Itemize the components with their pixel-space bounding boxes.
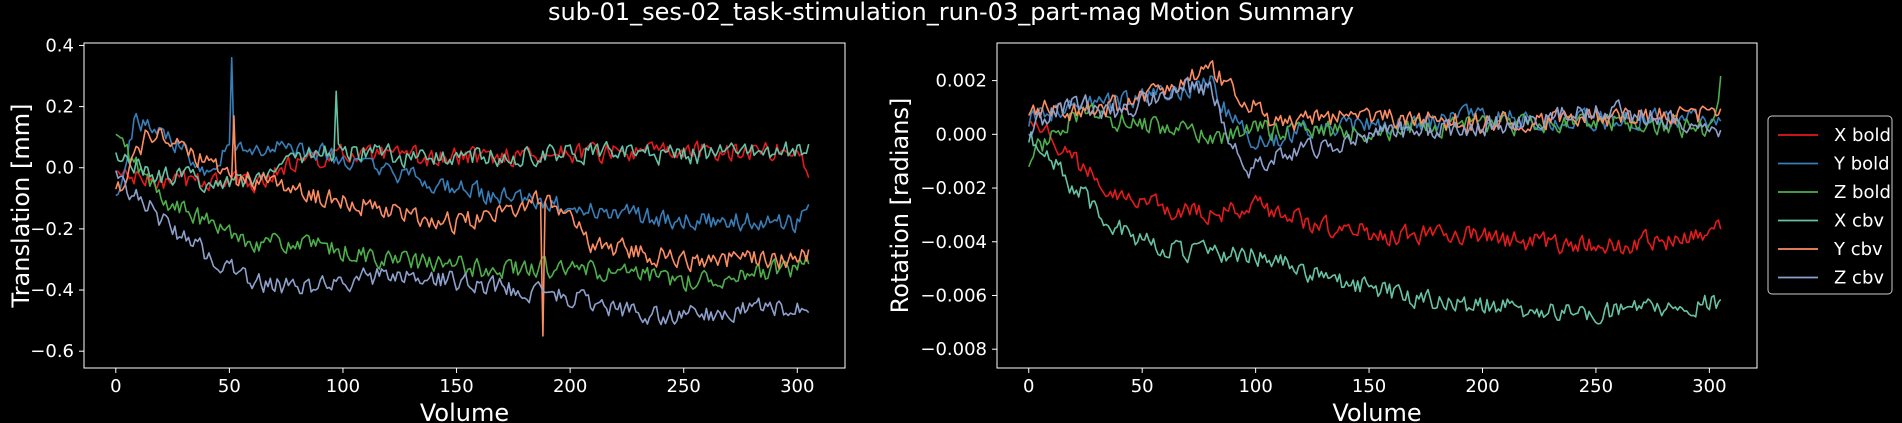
legend-label: Z cbv xyxy=(1834,268,1884,289)
series-line-x-cbv xyxy=(1028,131,1722,325)
x-tick-label: 300 xyxy=(1692,376,1726,397)
legend-label: X cbv xyxy=(1834,211,1884,232)
y-axis-label: Rotation [radians] xyxy=(886,98,914,314)
series-line-y-cbv xyxy=(115,115,810,337)
series-line-z-cbv xyxy=(1028,76,1722,179)
series-line-y-cbv xyxy=(1028,60,1722,134)
series-line-y-bold xyxy=(1028,75,1722,150)
plot-frame xyxy=(996,42,1758,369)
y-tick-label: −0.008 xyxy=(920,339,987,360)
series-line-z-cbv xyxy=(115,170,810,326)
plot-frame xyxy=(83,42,846,369)
x-tick-label: 0 xyxy=(1023,376,1034,397)
x-tick-label: 0 xyxy=(110,376,121,397)
legend-label: Z bold xyxy=(1834,182,1891,203)
series-line-x-bold xyxy=(1028,120,1722,255)
y-tick-label: −0.2 xyxy=(30,219,74,240)
y-tick-label: −0.6 xyxy=(30,341,74,362)
y-tick-label: −0.4 xyxy=(30,280,74,301)
y-axis-label: Translation [mm] xyxy=(7,104,35,309)
x-tick-label: 250 xyxy=(1579,376,1613,397)
x-axis-label: Volume xyxy=(1332,399,1421,423)
y-tick-label: 0.000 xyxy=(935,124,987,145)
legend-label: Y cbv xyxy=(1833,239,1883,260)
x-tick-label: 50 xyxy=(1131,376,1154,397)
legend-label: Y bold xyxy=(1833,154,1890,175)
x-axis-label: Volume xyxy=(420,399,509,423)
y-tick-label: 0.0 xyxy=(45,158,74,179)
x-tick-label: 150 xyxy=(1352,376,1386,397)
y-tick-label: −0.006 xyxy=(920,285,987,306)
figure-title: sub-01_ses-02_task-stimulation_run-03_pa… xyxy=(547,0,1355,26)
x-tick-label: 200 xyxy=(1465,376,1499,397)
y-tick-label: −0.002 xyxy=(920,178,987,199)
x-tick-label: 200 xyxy=(553,376,587,397)
x-tick-label: 150 xyxy=(439,376,473,397)
y-tick-label: −0.004 xyxy=(920,232,987,253)
x-tick-label: 100 xyxy=(1238,376,1272,397)
y-tick-label: 0.002 xyxy=(935,71,987,92)
x-tick-label: 100 xyxy=(326,376,360,397)
series-line-z-bold xyxy=(115,133,810,292)
legend-label: X bold xyxy=(1834,125,1891,146)
series-line-z-bold xyxy=(1028,75,1722,168)
series-line-x-cbv xyxy=(115,90,810,193)
series-line-y-bold xyxy=(115,56,810,234)
x-tick-label: 250 xyxy=(667,376,701,397)
x-tick-label: 300 xyxy=(780,376,814,397)
x-tick-label: 50 xyxy=(218,376,241,397)
y-tick-label: 0.4 xyxy=(45,35,74,56)
y-tick-label: 0.2 xyxy=(45,97,74,118)
